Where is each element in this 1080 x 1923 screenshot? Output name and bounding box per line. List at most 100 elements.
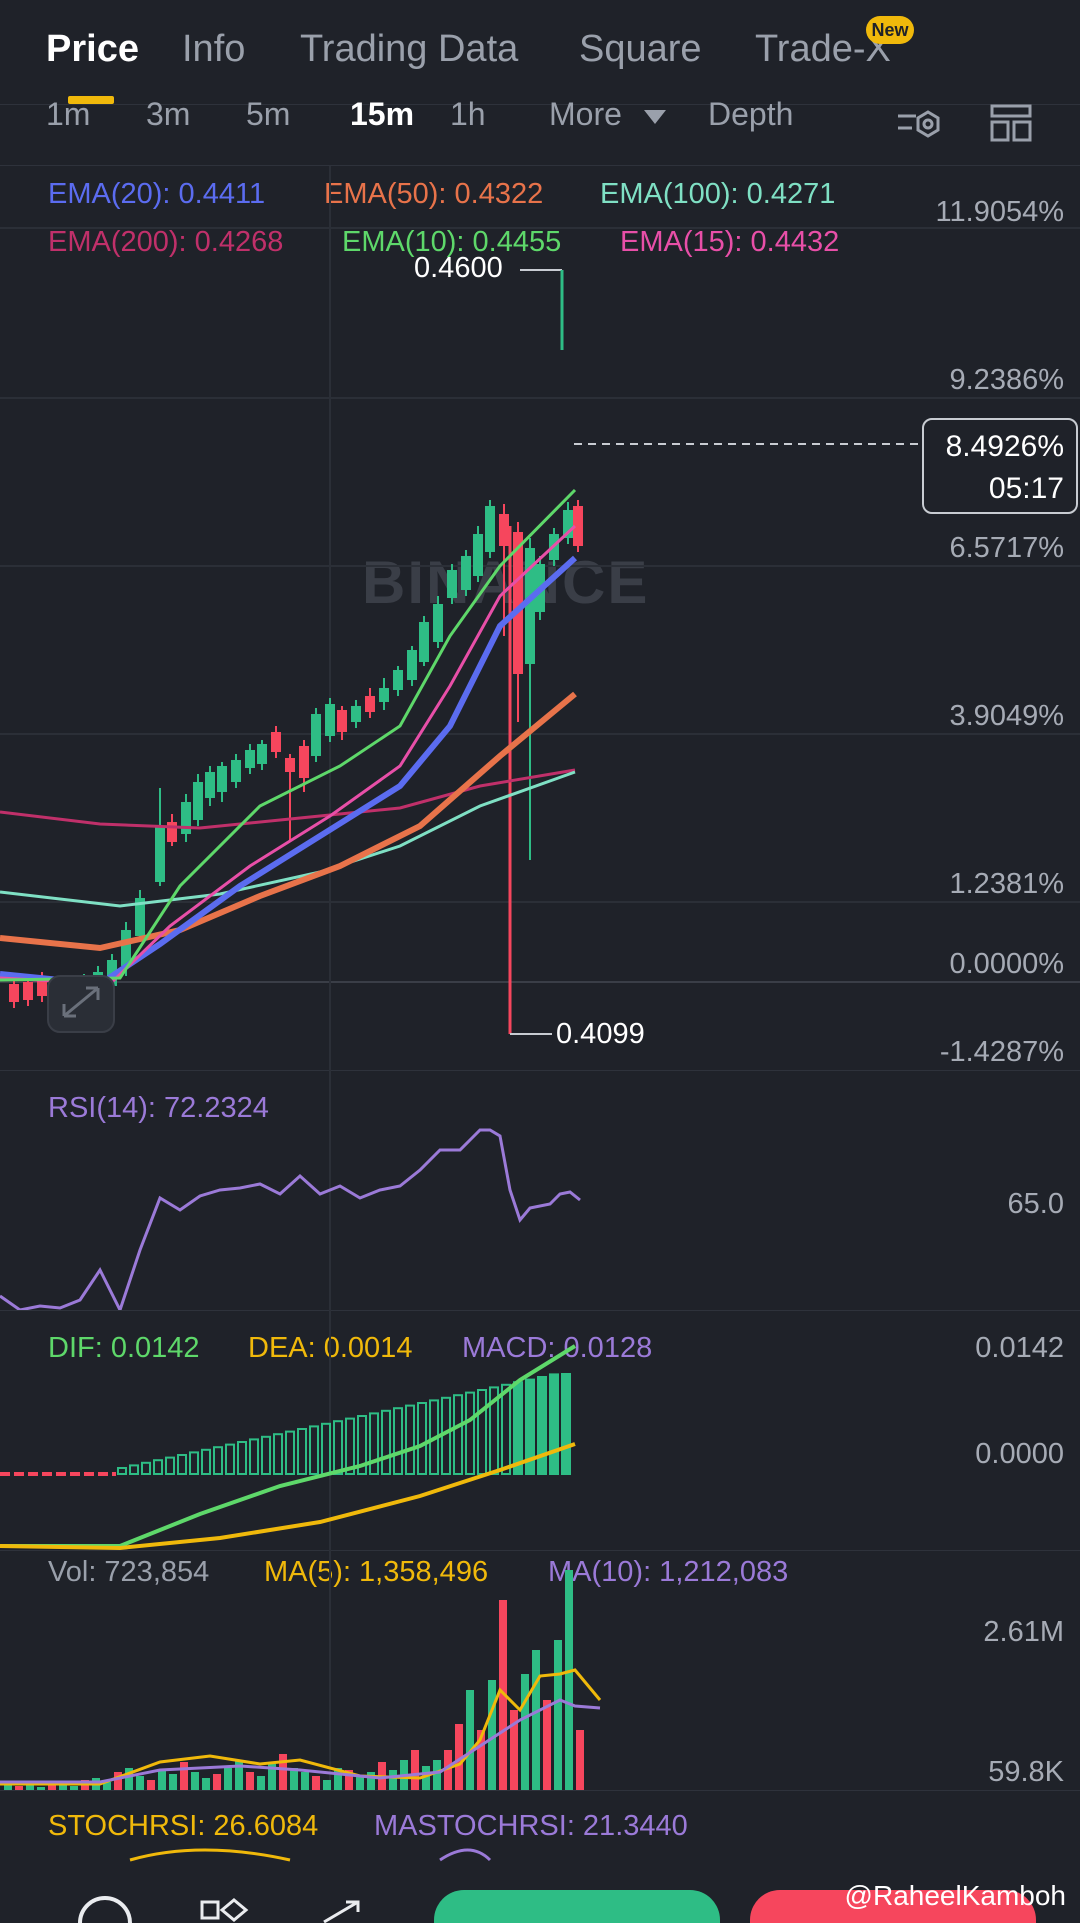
volume-bar: [4, 1784, 12, 1790]
volume-bar: [37, 1787, 45, 1790]
volume-bar: [312, 1776, 320, 1790]
stochrsi-legend: STOCHRSI: 26.6084: [48, 1810, 319, 1842]
share-icon[interactable]: [318, 1898, 368, 1923]
macd-axis-zero: 0.0000: [975, 1438, 1064, 1470]
vol-axis-bottom: 59.8K: [988, 1756, 1064, 1788]
macd-chart[interactable]: [0, 1310, 1080, 1550]
candle: [337, 710, 347, 732]
volume-bar: [422, 1766, 430, 1790]
volume-bar: [224, 1768, 232, 1790]
expand-icon: [47, 975, 115, 1033]
macd-bar: [129, 1464, 139, 1475]
tab-trading-data[interactable]: Trading Data: [300, 28, 519, 70]
volume-bar: [521, 1674, 529, 1790]
volume-bar: [488, 1680, 496, 1790]
price-chart[interactable]: [0, 166, 1080, 1070]
macd-bar: [549, 1373, 559, 1475]
high-price-label: 0.4600: [414, 252, 503, 284]
layout-grid-icon[interactable]: [990, 104, 1032, 142]
candle: [271, 732, 281, 752]
macd-bar: [141, 1461, 151, 1476]
candle: [365, 696, 375, 712]
volume-bar: [389, 1770, 397, 1790]
candle: [23, 982, 33, 1000]
candle: [167, 822, 177, 842]
macd-axis-top: 0.0142: [975, 1332, 1064, 1364]
interval-15m[interactable]: 15m: [350, 96, 415, 132]
volume-bar: [433, 1760, 441, 1790]
panel-divider: [0, 1310, 1080, 1311]
volume-bar: [345, 1770, 353, 1790]
candle: [485, 506, 495, 552]
volume-bar: [103, 1782, 111, 1790]
macd-bar: [213, 1446, 223, 1475]
panel-divider: [0, 1070, 1080, 1071]
macd-bar: [237, 1441, 247, 1475]
candle: [379, 688, 389, 702]
interval-bar: [0, 104, 1080, 166]
volume-bar: [444, 1750, 452, 1790]
vol-ma10-legend: MA(10): 1,212,083: [548, 1556, 789, 1588]
macd-bar: [525, 1378, 535, 1475]
candle: [525, 548, 535, 664]
mastochrsi-legend: MASTOCHRSI: 21.3440: [374, 1810, 688, 1842]
candle: [407, 650, 417, 680]
volume-chart[interactable]: [0, 1550, 1080, 1790]
more-icon[interactable]: [78, 1896, 132, 1923]
macd-bar: [393, 1407, 403, 1475]
interval-3m[interactable]: 3m: [146, 96, 191, 132]
macd-bar: [225, 1443, 235, 1476]
ema100-legend: EMA(100): 0.4271: [600, 178, 836, 210]
volume-bar: [147, 1780, 155, 1790]
macd-bar: [261, 1435, 271, 1476]
interval-more[interactable]: More: [549, 96, 622, 132]
volume-bar: [356, 1776, 364, 1790]
candle: [37, 976, 47, 996]
current-pct: 8.4926%: [945, 430, 1064, 463]
volume-bar: [279, 1754, 287, 1790]
volume-bar: [26, 1785, 34, 1790]
rsi-chart[interactable]: [0, 1070, 1080, 1310]
macd-bar: [405, 1404, 415, 1475]
macd-bar: [453, 1394, 463, 1475]
macd-bar: [297, 1428, 307, 1475]
candle: [135, 898, 145, 936]
macd-bar: [189, 1451, 199, 1475]
dif-legend: DIF: 0.0142: [48, 1332, 200, 1364]
axis-label-4: 3.9049%: [949, 700, 1065, 732]
volume-bar: [158, 1770, 166, 1790]
stochrsi-chart[interactable]: [0, 1840, 1080, 1862]
macd-bar: [333, 1420, 343, 1475]
tab-info[interactable]: Info: [182, 28, 246, 70]
candle: [393, 670, 403, 690]
axis-label-3: 6.5717%: [949, 532, 1065, 564]
interval-1h[interactable]: 1h: [450, 96, 486, 132]
new-badge: New: [866, 16, 914, 44]
candle: [217, 766, 227, 792]
axis-label-7: -1.4287%: [939, 1036, 1064, 1068]
interval-depth[interactable]: Depth: [708, 96, 794, 132]
ema50-legend: EMA(50): 0.4322: [324, 178, 544, 210]
volume-bar: [301, 1772, 309, 1790]
alerts-icon[interactable]: [200, 1898, 250, 1923]
volume-bar: [180, 1762, 188, 1790]
indicator-settings-icon[interactable]: [896, 106, 942, 142]
tab-price[interactable]: Price: [46, 28, 139, 70]
volume-bar: [477, 1730, 485, 1790]
sell-button[interactable]: [750, 1890, 1036, 1923]
vol-axis-top: 2.61M: [983, 1616, 1064, 1648]
volume-bar: [455, 1724, 463, 1790]
interval-5m[interactable]: 5m: [246, 96, 291, 132]
ema10-legend: EMA(10): 0.4455: [342, 226, 562, 258]
volume-bar: [191, 1772, 199, 1790]
macd-bar: [537, 1376, 547, 1475]
volume-bar: [48, 1784, 56, 1790]
candle: [245, 750, 255, 768]
candle: [155, 826, 165, 882]
volume-bar: [125, 1768, 133, 1790]
tab-square[interactable]: Square: [579, 28, 702, 70]
ema15-legend: EMA(15): 0.4432: [620, 226, 840, 258]
interval-1m[interactable]: 1m: [46, 96, 91, 132]
macd-bar: [513, 1381, 523, 1475]
buy-button[interactable]: [434, 1890, 720, 1923]
